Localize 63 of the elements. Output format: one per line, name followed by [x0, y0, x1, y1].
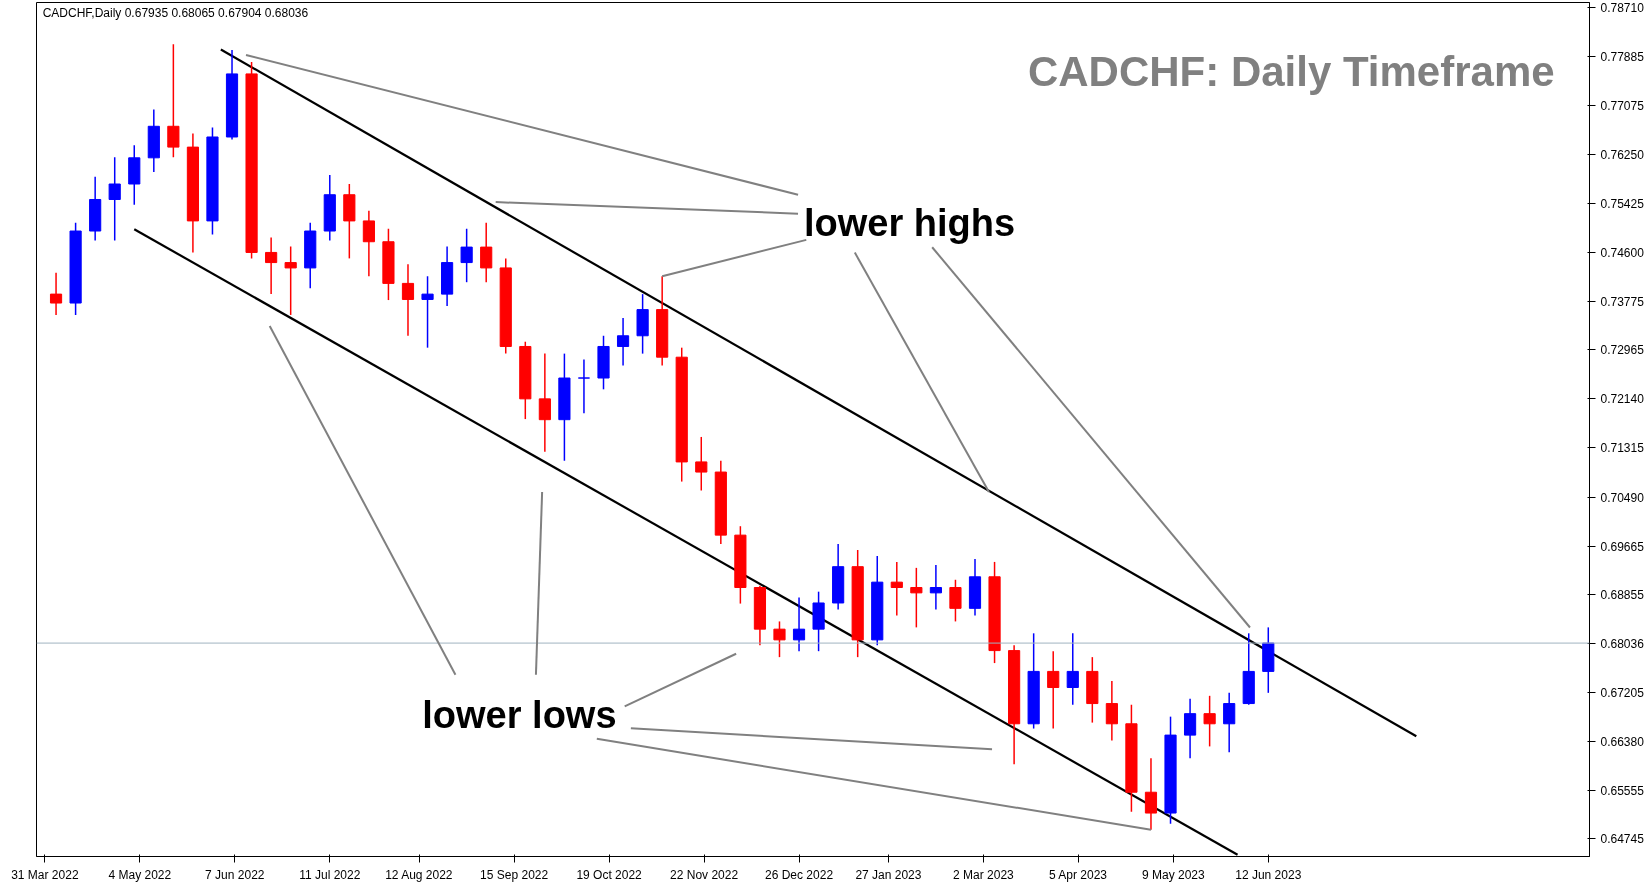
- candlestick: [108, 156, 121, 242]
- y-tick-label: 0.74600: [1600, 245, 1645, 260]
- y-tick-label: 0.73775: [1600, 295, 1645, 310]
- y-tick-label: 0.70490: [1600, 490, 1645, 505]
- candlestick: [773, 620, 786, 658]
- y-tick-label: 0.69665: [1600, 539, 1645, 554]
- y-tick-label: 0.71315: [1600, 441, 1645, 456]
- y-tick-label: 0.78710: [1600, 1, 1645, 16]
- candlestick: [284, 245, 297, 316]
- candlestick: [538, 352, 551, 453]
- annotation: CADCHF,Daily 0.67935 0.68065 0.67904 0.68036: [42, 6, 309, 20]
- candlestick: [1183, 698, 1197, 760]
- candlestick: [421, 275, 434, 349]
- y-tick-label: 0.76250: [1600, 147, 1645, 162]
- text: CADCHF: Daily Timeframe: [1027, 48, 1555, 96]
- candlestick: [910, 567, 923, 629]
- candlestick: [1144, 757, 1158, 831]
- candlestick: [1047, 650, 1060, 730]
- y-tick-label: 0.67205: [1600, 686, 1645, 701]
- candlestick: [362, 210, 375, 278]
- x-tick-label: 22 Nov 2022: [670, 867, 739, 882]
- candlestick: [265, 236, 278, 295]
- candlestick: [616, 317, 630, 367]
- y-tick-label: 0.72965: [1600, 343, 1645, 358]
- candlestick: [1223, 692, 1236, 754]
- x-tick-label: 31 Mar 2022: [11, 867, 79, 882]
- x-tick-label: 27 Jan 2023: [855, 867, 922, 882]
- y-tick-label: 0.68855: [1600, 587, 1645, 602]
- candlestick: [929, 564, 942, 611]
- candlestick: [792, 596, 806, 652]
- candlestick: [577, 358, 591, 414]
- y-tick-label: 0.65555: [1600, 784, 1645, 799]
- y-tick-label: 0.66380: [1600, 735, 1645, 750]
- candlestick: [480, 221, 493, 283]
- candlestick: [167, 43, 180, 158]
- x-tick-label: 26 Dec 2022: [765, 867, 834, 882]
- y-tick-label: 0.72140: [1600, 392, 1645, 407]
- annotation: lower highs: [803, 202, 1016, 245]
- x-tick-label: 15 Sep 2022: [480, 867, 549, 882]
- ref-line-label: 0.68036: [1600, 636, 1645, 651]
- x-tick-label: 4 May 2022: [108, 867, 172, 882]
- x-tick-label: 7 Jun 2022: [205, 867, 265, 882]
- x-tick-label: 5 Apr 2023: [1049, 867, 1108, 882]
- x-tick-label: 11 Jul 2022: [299, 867, 361, 882]
- candlestick: [401, 263, 415, 337]
- candlestick: [949, 579, 962, 623]
- y-tick-label: 0.77075: [1600, 98, 1645, 113]
- candlestick: [1066, 632, 1079, 706]
- x-tick-label: 12 Jun 2023: [1235, 867, 1302, 882]
- x-tick-label: 12 Aug 2022: [385, 867, 453, 882]
- candlestick: [1203, 695, 1216, 748]
- y-tick-label: 0.64745: [1600, 832, 1645, 847]
- candlestick: [890, 561, 903, 617]
- y-tick-label: 0.75425: [1600, 196, 1645, 211]
- x-tick-label: 19 Oct 2022: [576, 867, 643, 882]
- candlestick: [695, 436, 708, 492]
- candlestick: [460, 227, 473, 283]
- candlestick: [49, 271, 63, 316]
- x-tick-label: 2 Mar 2023: [953, 867, 1015, 882]
- x-tick-label: 9 May 2023: [1141, 867, 1205, 882]
- annotation: lower lows: [422, 693, 617, 736]
- y-tick-label: 0.77885: [1600, 50, 1645, 65]
- candlestick: [1105, 680, 1118, 742]
